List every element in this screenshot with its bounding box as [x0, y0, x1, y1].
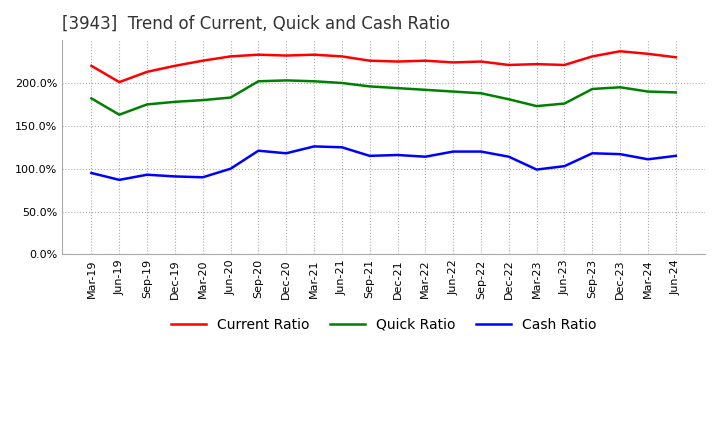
Cash Ratio [199, 175, 207, 180]
Current Ratio [449, 60, 457, 65]
Cash Ratio [672, 153, 680, 158]
Quick Ratio [115, 112, 124, 117]
Cash Ratio [282, 150, 291, 156]
Current Ratio [560, 62, 569, 68]
Quick Ratio [477, 91, 485, 96]
Quick Ratio [532, 103, 541, 109]
Quick Ratio [560, 101, 569, 106]
Quick Ratio [226, 95, 235, 100]
Cash Ratio [421, 154, 430, 159]
Current Ratio [338, 54, 346, 59]
Quick Ratio [505, 97, 513, 102]
Cash Ratio [393, 152, 402, 158]
Cash Ratio [505, 154, 513, 159]
Current Ratio [505, 62, 513, 68]
Quick Ratio [644, 89, 652, 94]
Quick Ratio [449, 89, 457, 94]
Current Ratio [393, 59, 402, 64]
Line: Quick Ratio: Quick Ratio [91, 81, 676, 115]
Cash Ratio [310, 144, 318, 149]
Current Ratio [672, 55, 680, 60]
Current Ratio [365, 58, 374, 63]
Current Ratio [115, 80, 124, 85]
Cash Ratio [115, 177, 124, 183]
Quick Ratio [87, 96, 96, 101]
Current Ratio [143, 69, 151, 74]
Current Ratio [616, 48, 624, 54]
Line: Cash Ratio: Cash Ratio [91, 147, 676, 180]
Quick Ratio [672, 90, 680, 95]
Current Ratio [644, 51, 652, 56]
Current Ratio [87, 63, 96, 69]
Cash Ratio [588, 150, 597, 156]
Quick Ratio [393, 85, 402, 91]
Cash Ratio [171, 174, 179, 179]
Quick Ratio [199, 98, 207, 103]
Cash Ratio [365, 153, 374, 158]
Text: [3943]  Trend of Current, Quick and Cash Ratio: [3943] Trend of Current, Quick and Cash … [62, 15, 451, 33]
Legend: Current Ratio, Quick Ratio, Cash Ratio: Current Ratio, Quick Ratio, Cash Ratio [165, 312, 602, 337]
Quick Ratio [171, 99, 179, 104]
Current Ratio [421, 58, 430, 63]
Quick Ratio [310, 79, 318, 84]
Current Ratio [310, 52, 318, 57]
Cash Ratio [477, 149, 485, 154]
Cash Ratio [338, 145, 346, 150]
Quick Ratio [282, 78, 291, 83]
Cash Ratio [143, 172, 151, 177]
Current Ratio [532, 62, 541, 67]
Quick Ratio [588, 86, 597, 92]
Quick Ratio [143, 102, 151, 107]
Current Ratio [477, 59, 485, 64]
Current Ratio [171, 63, 179, 69]
Current Ratio [588, 54, 597, 59]
Current Ratio [282, 53, 291, 58]
Cash Ratio [560, 164, 569, 169]
Quick Ratio [338, 81, 346, 86]
Line: Current Ratio: Current Ratio [91, 51, 676, 82]
Cash Ratio [254, 148, 263, 154]
Quick Ratio [616, 84, 624, 90]
Cash Ratio [449, 149, 457, 154]
Quick Ratio [365, 84, 374, 89]
Cash Ratio [532, 167, 541, 172]
Cash Ratio [644, 157, 652, 162]
Cash Ratio [87, 170, 96, 176]
Cash Ratio [616, 151, 624, 157]
Current Ratio [226, 54, 235, 59]
Quick Ratio [254, 79, 263, 84]
Quick Ratio [421, 87, 430, 92]
Current Ratio [199, 58, 207, 63]
Current Ratio [254, 52, 263, 57]
Cash Ratio [226, 166, 235, 171]
